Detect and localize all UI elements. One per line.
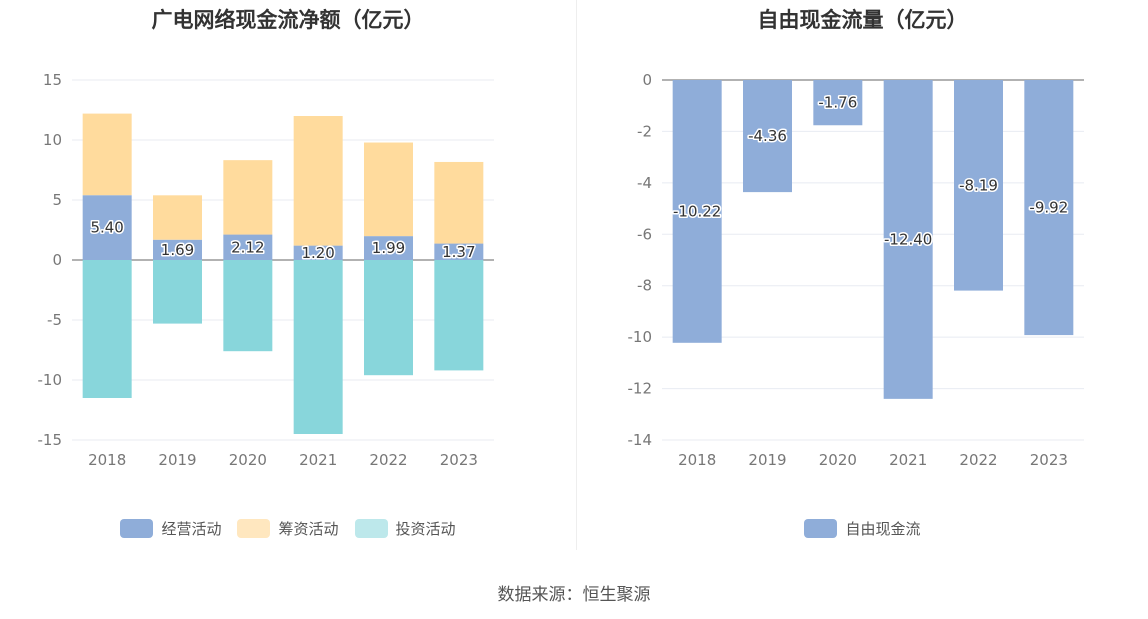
- y-tick-label: -14: [628, 431, 653, 449]
- legend-item-investing[interactable]: 投资活动: [354, 518, 456, 539]
- x-tick-label: 2020: [229, 451, 267, 469]
- bar-0-2021: [293, 245, 343, 260]
- x-tick-label: 2021: [299, 451, 337, 469]
- bar-0-2020: [223, 234, 273, 260]
- y-tick-label: 0: [52, 251, 62, 269]
- data-label: -4.36: [748, 127, 787, 145]
- legend-item-operating[interactable]: 经营活动: [120, 518, 221, 539]
- legend-label: 经营活动: [161, 520, 222, 538]
- data-label: 5.40: [90, 219, 123, 237]
- bar-2-2023: [434, 260, 484, 371]
- x-tick-label: 2020: [819, 451, 857, 469]
- bar-0-2022: [954, 80, 1003, 291]
- bar-0-2018: [82, 195, 132, 260]
- y-tick-label: -4: [637, 174, 652, 192]
- legend: 自由现金流: [577, 518, 1148, 539]
- data-label: -9.92: [1029, 199, 1068, 217]
- x-tick-label: 2019: [158, 451, 196, 469]
- y-tick-label: -10: [628, 328, 653, 346]
- data-label: -10.22: [673, 202, 721, 220]
- bar-2-2019: [153, 260, 202, 324]
- data-label: 1.20: [301, 244, 334, 262]
- bar-0-2020: [813, 80, 863, 126]
- x-tick-label: 2021: [889, 451, 927, 469]
- cash-flow-net-chart: 广电网络现金流净额（亿元） 15 10 5 0 -5 -10 -15 2018 2019 2020…: [0, 0, 576, 550]
- bar-0-2021: [883, 80, 933, 399]
- y-tick-label: 0: [642, 71, 652, 89]
- data-source: 数据来源：恒生聚源: [497, 585, 651, 605]
- y-tick-label: -6: [637, 225, 652, 243]
- bar-2-2018: [82, 260, 132, 398]
- y-tick-label: 10: [43, 131, 62, 149]
- legend-label: 筹资活动: [278, 520, 339, 538]
- bar-0-2023: [434, 243, 484, 260]
- bar-2-2021: [293, 260, 343, 434]
- panel-divider: [576, 0, 577, 550]
- data-label: 1.69: [161, 241, 194, 259]
- y-tick-label: -12: [628, 380, 653, 398]
- bar-0-2023: [1024, 80, 1074, 336]
- y-tick-label: -2: [637, 122, 652, 140]
- bar-1-2022: [364, 142, 413, 237]
- bar-0-2022: [364, 236, 413, 260]
- x-tick-label: 2022: [959, 451, 997, 469]
- y-tick-label: -10: [38, 371, 63, 389]
- legend-label: 自由现金流: [845, 520, 921, 538]
- bar-0-2019: [153, 239, 202, 260]
- legend-swatch-financing: [237, 519, 271, 538]
- bar-2-2020: [223, 260, 273, 352]
- x-tick-label: 2022: [369, 451, 407, 469]
- x-tick-label: 2018: [678, 451, 716, 469]
- bar-0-2019: [743, 80, 792, 193]
- x-tick-label: 2018: [88, 451, 126, 469]
- data-label: 1.37: [442, 243, 475, 261]
- y-tick-label: -15: [38, 431, 63, 449]
- legend-swatch-free-cash-flow: [804, 519, 838, 538]
- data-label: 1.99: [372, 239, 405, 257]
- legend-item-free-cash-flow[interactable]: 自由现金流: [804, 518, 921, 539]
- cash-flow-net-plot: 15 10 5 0 -5 -10 -15 2018 2019 2020 2021 2022 2023 5.…: [38, 71, 494, 469]
- data-label: -12.40: [884, 230, 932, 248]
- x-tick-label: 2023: [440, 451, 478, 469]
- free-cash-flow-chart: 自由现金流量（亿元） 0 -2 -4 -6 -8 -10 -12 -14 2018 2019 202…: [577, 0, 1148, 550]
- data-label: -8.19: [959, 176, 998, 194]
- y-tick-label: -5: [47, 311, 62, 329]
- legend-swatch-operating: [120, 519, 154, 538]
- legend-swatch-investing: [354, 519, 388, 538]
- data-label: -1.76: [818, 94, 857, 112]
- chart-title: 自由现金流量（亿元）: [757, 8, 968, 32]
- x-tick-label: 2023: [1030, 451, 1068, 469]
- legend-item-financing[interactable]: 筹资活动: [237, 518, 339, 539]
- y-tick-label: 15: [43, 71, 62, 89]
- y-tick-label: 5: [52, 191, 62, 209]
- x-tick-label: 2019: [748, 451, 786, 469]
- bar-1-2023: [434, 161, 484, 244]
- legend-label: 投资活动: [395, 520, 456, 538]
- bar-1-2021: [293, 116, 343, 246]
- bar-1-2020: [223, 160, 273, 235]
- bar-0-2018: [672, 80, 722, 343]
- y-tick-label: -8: [637, 277, 652, 295]
- bar-1-2019: [153, 195, 202, 240]
- data-label: 2.12: [231, 238, 264, 256]
- bar-2-2022: [364, 260, 413, 376]
- bar-1-2018: [82, 113, 132, 196]
- legend: 经营活动 筹资活动 投资活动: [0, 518, 576, 539]
- free-cash-flow-plot: 0 -2 -4 -6 -8 -10 -12 -14 2018 2019 2020 2021 2022 20…: [628, 71, 1084, 469]
- chart-title: 广电网络现金流净额（亿元）: [151, 8, 425, 32]
